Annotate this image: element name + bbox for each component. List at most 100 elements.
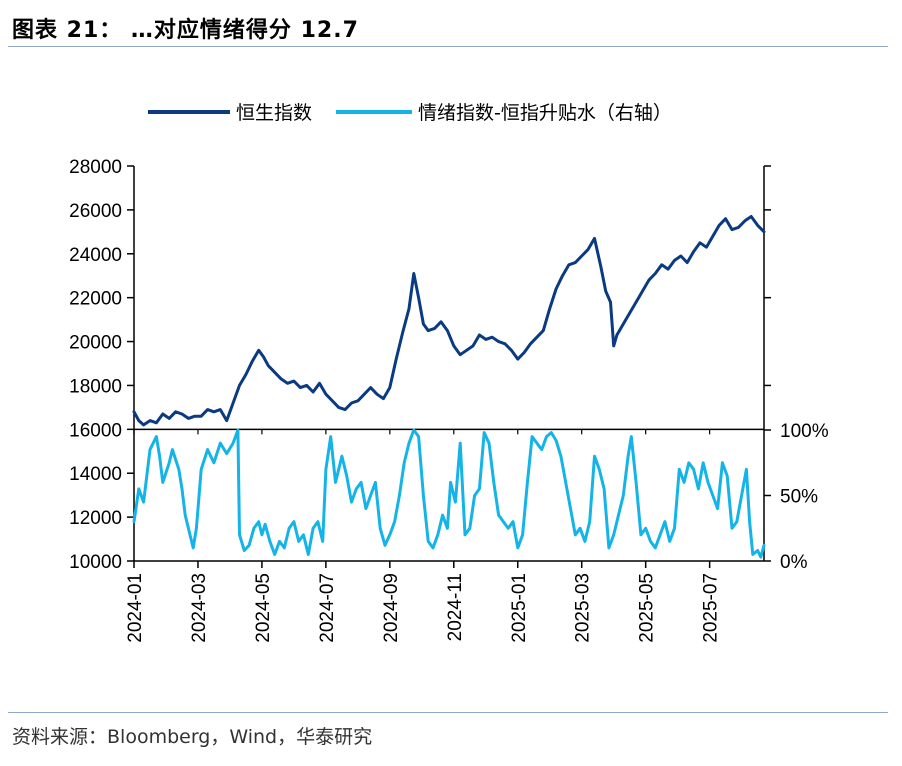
hsi-point [568,264,570,266]
hsi-point [561,275,564,277]
hsi-point [699,242,701,244]
hsi-point [331,400,333,402]
hsi-point [705,246,708,248]
hsi-point [593,237,596,239]
hsi-point [194,415,196,417]
hsi-point [757,224,759,226]
sentiment-point [545,436,548,438]
hsi-point [408,308,410,310]
hsi-point [389,387,391,389]
sentiment-point [192,547,194,549]
sentiment-point [736,521,738,523]
x-tick-label: 2025-07 [701,573,722,643]
hsi-point [267,365,269,367]
sentiment-point [207,449,209,451]
hsi-point [299,387,301,389]
hsi-point [168,417,170,419]
sentiment-point [243,549,245,552]
sentiment-point [394,521,396,523]
sentiment-point [427,540,429,543]
sentiment-point [702,462,704,464]
sentiment-point [253,527,255,529]
sentiment-point [413,429,415,431]
hsi-point [181,413,183,415]
sentiment-point [512,521,514,523]
legend: 恒生指数 情绪指数-恒指升贴水（右轴） [148,102,672,124]
sentiment-point [238,534,241,536]
sentiment-point [200,468,202,470]
sentiment-point [322,540,324,543]
hsi-point [213,411,215,413]
hsi-point [555,288,557,290]
hsi-point [529,343,532,345]
hsi-point [693,251,695,253]
sentiment-point [493,481,495,483]
sentiment-point [630,436,632,438]
y-right-tick-label: 50% [780,487,818,508]
sentiment-point [181,488,183,490]
hsi-point [422,323,424,325]
sentiment-point [593,455,596,457]
series-line-sentiment [132,428,766,559]
hsi-point [306,384,308,386]
hsi-point [648,279,650,281]
hsi-point [725,218,727,220]
hsi-point [605,290,607,292]
sentiment-point [162,481,164,483]
sentiment-point [379,527,381,529]
sentiment-point [442,514,444,516]
hsi-point [226,420,228,422]
hsi-point [459,354,461,356]
sentiment-point [370,494,372,497]
sentiment-point [589,521,591,523]
sentiment-point [673,527,676,529]
hsi-point [258,349,260,351]
sentiment-point [264,523,266,525]
hsi-point [338,406,340,408]
sentiment-point [555,439,557,442]
sentiment-point [159,455,161,457]
sentiment-point [688,462,690,464]
sentiment-point [432,547,434,549]
hsi-point [274,371,276,373]
y-left-tick-label: 10000 [69,552,122,573]
sentiment-point [138,488,140,490]
sentiment-point [283,547,285,549]
hsi-point [680,255,682,257]
x-tick-label: 2024-01 [125,573,146,643]
sentiment-point [248,544,250,546]
hsi-point [325,393,327,395]
hsi-point [616,334,618,336]
sentiment-point [278,540,281,543]
sentiment-point [219,442,221,444]
sentiment-point [598,468,600,470]
hsi-point [622,323,624,325]
hsi-point [434,327,436,329]
hsi-point [280,378,282,380]
sentiment-point [350,501,353,503]
hsi-point [187,417,189,419]
y-left-tick-label: 18000 [69,376,122,397]
hsi-point [549,308,551,310]
sentiment-point [541,449,543,451]
hsi-point [207,409,209,411]
sentiment-point [659,534,661,536]
sentiment-point [649,540,652,543]
hsi-point [440,321,442,323]
sentiment-point [617,514,620,516]
sentiment-point [603,488,605,490]
hsi-point [686,262,688,264]
hsi-point [581,255,583,257]
hsi-point [523,351,525,354]
x-tick-label: 2024-09 [381,573,402,643]
sentiment-point [584,540,586,543]
sentiment-point [346,475,348,477]
hsi-point [357,400,359,402]
y-left-tick-label: 22000 [69,289,122,310]
hsi-point [472,345,474,347]
hsi-point [245,373,247,376]
sentiment-point [408,442,410,444]
legend-label-sentiment: 情绪指数-恒指升贴水（右轴） [418,102,672,124]
hsi-point [363,393,365,395]
sentiment-point [565,481,567,483]
